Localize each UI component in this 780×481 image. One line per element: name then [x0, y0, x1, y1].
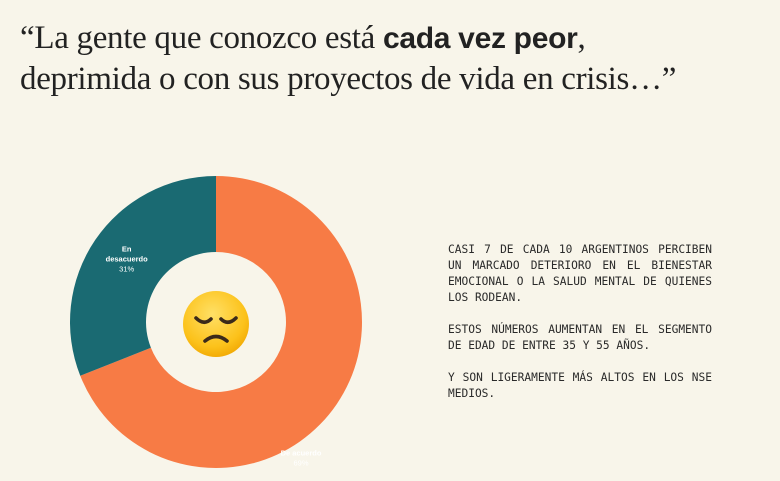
disappointed-face-icon [180, 288, 252, 360]
headline: “La gente que conozco está cada vez peor… [20, 18, 770, 99]
headline-line2: deprimida o con sus proyectos de vida en… [20, 61, 677, 97]
slice-label-text: desacuerdo [106, 254, 149, 263]
headline-part2: , [577, 20, 586, 56]
slice-label-text: En [122, 244, 132, 253]
headline-part1: “La gente que conozco está [20, 20, 383, 56]
slice-de-acuerdo [80, 176, 363, 468]
paragraph-1: CASI 7 DE CADA 10 ARGENTINOS PERCIBEN UN… [448, 243, 712, 304]
headline-bold: cada vez peor [382, 22, 578, 55]
slice-label-text: De acuerdo [281, 449, 322, 458]
paragraph-2: ESTOS NÚMEROS AUMENTAN EN EL SEGMENTO DE… [448, 323, 712, 352]
slice-value-label: 69% [293, 459, 308, 468]
paragraph-3: Y SON LIGERAMENTE MÁS ALTOS EN LOS NSE M… [448, 371, 712, 400]
slice-en-desacuerdo [69, 176, 216, 376]
donut-chart: De acuerdo 69% En desacuerdo 31% [60, 170, 380, 481]
slice-value-label: 31% [119, 264, 134, 273]
description-text: CASI 7 DE CADA 10 ARGENTINOS PERCIBEN UN… [448, 242, 712, 418]
